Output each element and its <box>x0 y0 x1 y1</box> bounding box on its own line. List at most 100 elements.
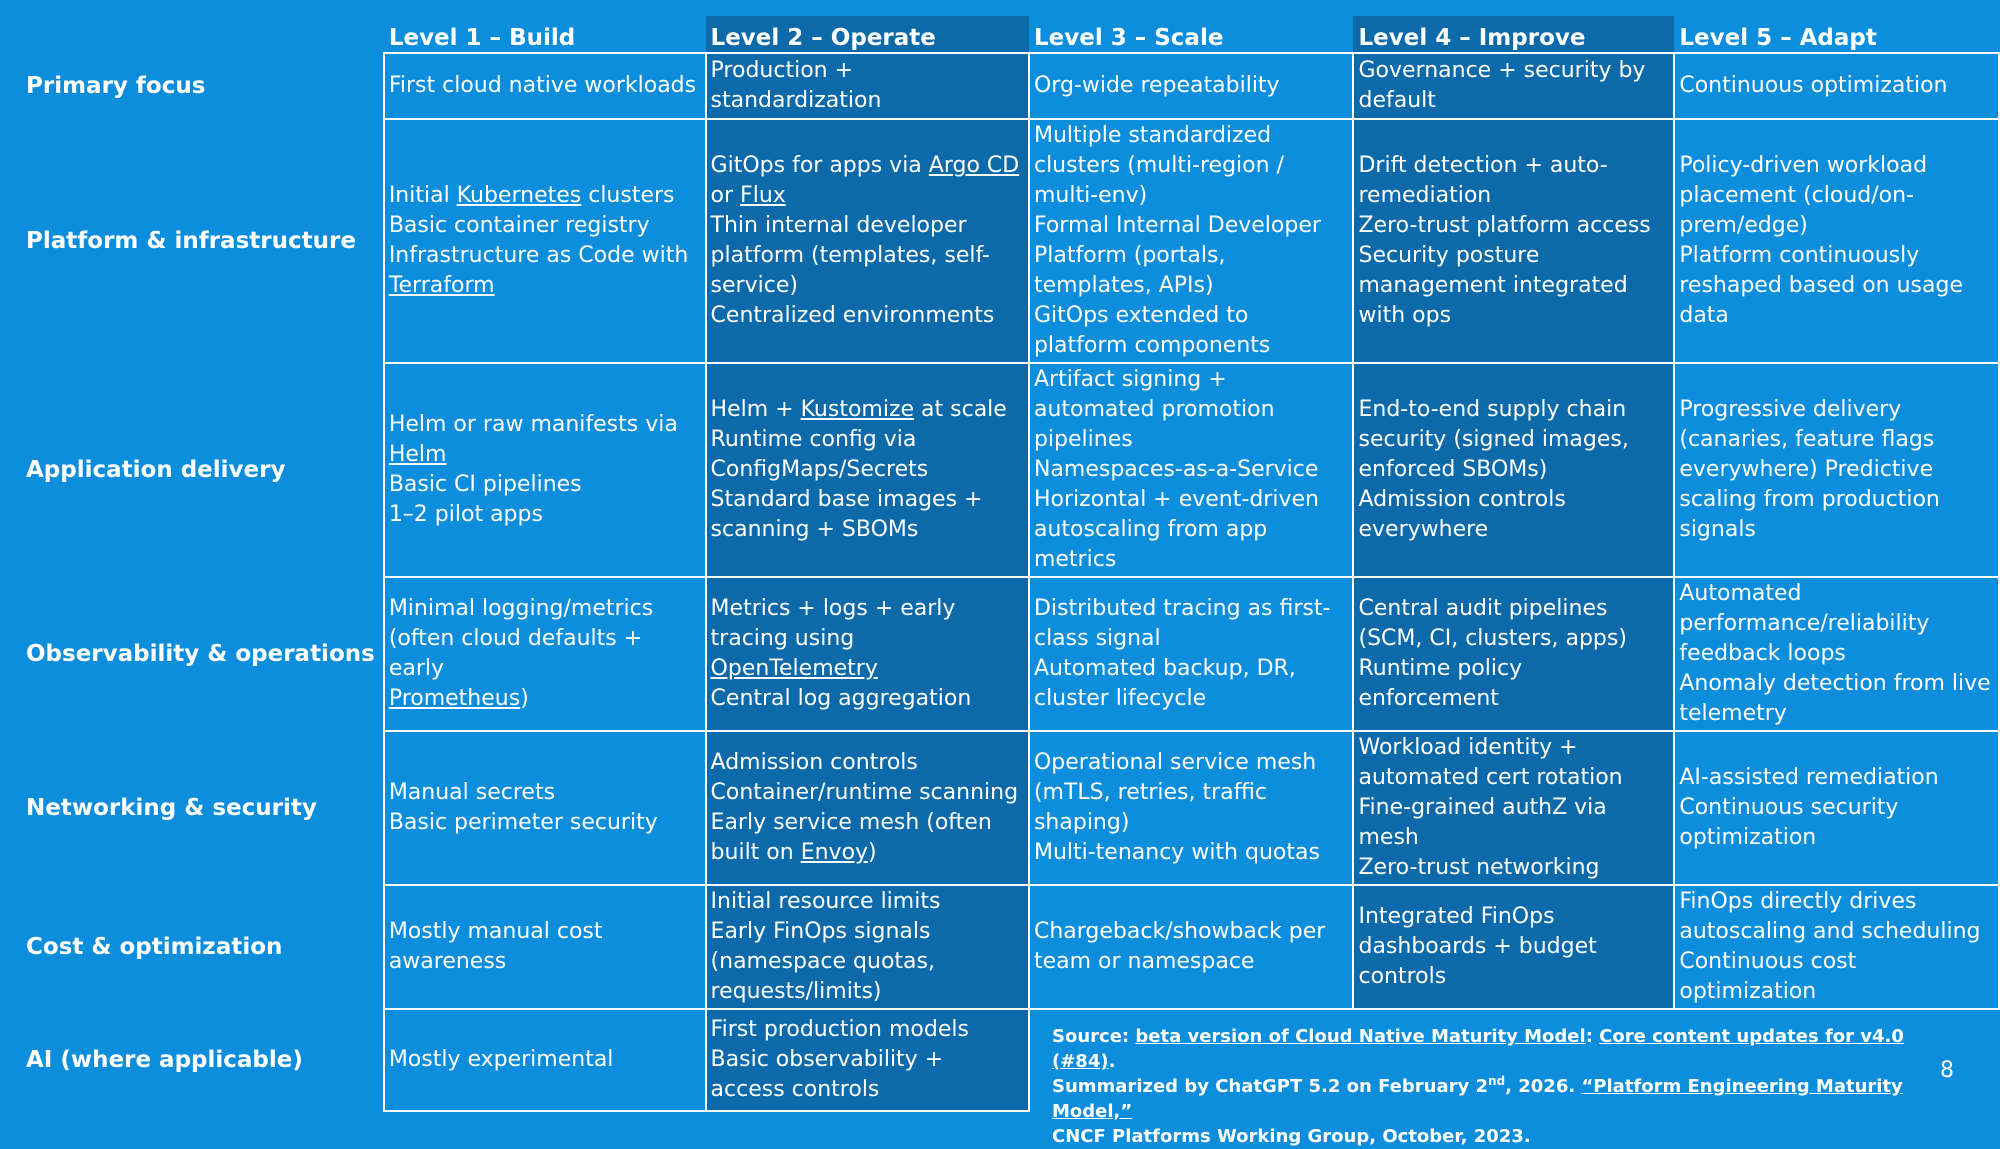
text: GitOps for apps via <box>710 153 929 178</box>
cell-line: Multiple standardized clusters (multi-re… <box>1033 123 1284 208</box>
cell-line: Initial Kubernetes clusters <box>389 181 700 211</box>
slide: Level 1 – Build Level 2 – Operate Level … <box>18 16 2000 1147</box>
footer-line-2: Summarized by ChatGPT 5.2 on February 2n… <box>1052 1074 1912 1124</box>
cell-line: Horizontal + event-driven autoscaling fr… <box>1033 487 1319 572</box>
cell-cost-level-4: Integrated FinOps dashboards + budget co… <box>1352 884 1676 1010</box>
text: Helm + <box>710 397 801 422</box>
cell-observability-level-1: Minimal logging/metrics (often cloud def… <box>382 576 707 732</box>
text: at scale <box>914 397 1007 422</box>
cell-line: Prometheus) <box>389 684 700 714</box>
cell-line: Mostly experimental <box>388 1047 614 1072</box>
cell-line: Operational service mesh (mTLS, retries,… <box>1033 750 1317 835</box>
kubernetes-link[interactable]: Kubernetes <box>456 183 582 208</box>
cell-line: Runtime config via ConfigMaps/Secrets <box>710 427 929 482</box>
cell-line: Drift detection + auto-remediation <box>1358 153 1608 208</box>
cell-line: Helm <box>389 440 700 470</box>
cell-observability-level-2: Metrics + logs + early tracing using Ope… <box>704 576 1030 732</box>
cell-line: Early service mesh (often built on Envoy… <box>711 808 1023 868</box>
cell-line: Security posture management integrated w… <box>1358 243 1628 328</box>
cell-line: Namespaces-as-a-Service <box>1033 457 1319 482</box>
row-label-application-delivery: Application delivery <box>26 457 286 483</box>
cell-platform-level-5: Policy-driven workload placement (cloud/… <box>1673 118 2000 364</box>
row-application-delivery: Application delivery Helm or raw manifes… <box>18 362 2000 578</box>
level-3-header: Level 3 – Scale <box>1028 16 1354 53</box>
source-footer: Source: beta version of Cloud Native Mat… <box>1052 1024 1912 1149</box>
cell-primary-level-2: Production + standardization <box>704 52 1030 120</box>
argo-cd-link[interactable]: Argo CD <box>928 153 1020 178</box>
maturity-model-link[interactable]: beta version of Cloud Native Maturity Mo… <box>1135 1026 1586 1047</box>
cell-appdelivery-level-1: Helm or raw manifests via Helm Basic CI … <box>382 362 707 578</box>
row-label-ai: AI (where applicable) <box>26 1047 303 1073</box>
cell-line: Multi-tenancy with quotas <box>1033 840 1320 865</box>
cell-appdelivery-level-2: Helm + Kustomize at scale Runtime config… <box>704 362 1030 578</box>
cell-text: Org-wide repeatability <box>1033 73 1280 98</box>
opentelemetry-link[interactable]: OpenTelemetry <box>710 656 878 681</box>
maturity-model-table: Level 1 – Build Level 2 – Operate Level … <box>18 16 2000 1112</box>
row-label-observability-operations: Observability & operations <box>26 641 375 667</box>
prometheus-link[interactable]: Prometheus <box>388 686 521 711</box>
platform-engineering-link[interactable]: “Platform Engineering Maturity Model,” <box>1052 1076 1903 1122</box>
cell-cost-level-5: FinOps directly drives autoscaling and s… <box>1673 884 2000 1010</box>
cell-line: Admission controls everywhere <box>1358 487 1566 542</box>
cell-observability-level-4: Central audit pipelines (SCM, CI, cluste… <box>1352 576 1676 732</box>
kustomize-link[interactable]: Kustomize <box>800 397 915 422</box>
core-content-updates-link[interactable]: Core content updates for v4.0 (#84) <box>1052 1026 1904 1072</box>
text: ) <box>520 686 529 711</box>
cell-primary-level-5: Continuous optimization <box>1673 52 2000 120</box>
row-label-platform-infrastructure: Platform & infrastructure <box>26 228 356 254</box>
row-primary-focus: Primary focus First cloud native workloa… <box>18 52 2000 120</box>
cell-line: Central audit pipelines (SCM, CI, cluste… <box>1358 596 1627 651</box>
cell-line: Infrastructure as Code with <box>388 243 689 268</box>
row-cost-optimization: Cost & optimization Mostly manual cost a… <box>18 884 2000 1010</box>
cell-line: Manual secrets <box>388 780 556 805</box>
cell-platform-level-3: Multiple standardized clusters (multi-re… <box>1027 118 1355 364</box>
cell-networking-level-5: AI-assisted remediation Continuous secur… <box>1673 730 2000 886</box>
cell-line: Basic container registry <box>388 213 650 238</box>
header-row: Level 1 – Build Level 2 – Operate Level … <box>18 16 1999 53</box>
cell-line: First production models <box>710 1017 969 1042</box>
cell-line: Basic observability + access controls <box>710 1047 944 1102</box>
cell-line: Formal Internal Developer Platform (port… <box>1033 213 1321 298</box>
cell-platform-level-2: GitOps for apps via Argo CD or Flux Thin… <box>704 118 1030 364</box>
cell-appdelivery-level-3: Artifact signing + automated promotion p… <box>1027 362 1355 578</box>
cell-cost-level-2: Initial resource limits Early FinOps sig… <box>704 884 1030 1010</box>
cell-networking-level-1: Manual secrets Basic perimeter security <box>382 730 707 886</box>
cell-line: Early FinOps signals (namespace quotas, … <box>710 919 935 1004</box>
text: : <box>1585 1026 1600 1047</box>
cell-line: Minimal logging/metrics (often cloud def… <box>388 596 654 681</box>
header-corner <box>18 16 384 53</box>
cell-ai-level-1: Mostly experimental <box>382 1008 707 1112</box>
cell-line: Fine-grained authZ via mesh <box>1358 795 1607 850</box>
cell-line: 1–2 pilot apps <box>388 502 543 527</box>
cell-appdelivery-level-5: Progressive delivery (canaries, feature … <box>1673 362 2000 578</box>
cell-text: Continuous optimization <box>1679 73 1948 98</box>
cell-line: Continuous cost optimization <box>1679 949 1857 1004</box>
level-1-header: Level 1 – Build <box>383 16 706 53</box>
cell-platform-level-1: Initial Kubernetes clusters Basic contai… <box>382 118 707 364</box>
cell-line: Centralized environments <box>710 303 995 328</box>
row-observability-operations: Observability & operations Minimal loggi… <box>18 576 2000 732</box>
terraform-link[interactable]: Terraform <box>388 273 495 298</box>
cell-text: Production + standardization <box>710 58 882 113</box>
envoy-link[interactable]: Envoy <box>800 840 869 865</box>
cell-text: First cloud native workloads <box>388 73 697 98</box>
cell-line: End-to-end supply chain security (signed… <box>1358 397 1629 482</box>
cell-line: Platform continuously reshaped based on … <box>1679 243 1963 328</box>
cell-line: Automated backup, DR, cluster lifecycle <box>1033 656 1296 711</box>
flux-link[interactable]: Flux <box>740 183 786 208</box>
helm-link[interactable]: Helm <box>388 442 447 467</box>
cell-cost-level-1: Mostly manual cost awareness <box>382 884 707 1010</box>
cell-line: Initial resource limits <box>710 889 941 914</box>
cell-line: AI-assisted remediation <box>1679 765 1939 790</box>
text: Summarized by ChatGPT 5.2 on February 2 <box>1052 1076 1488 1097</box>
cell-line: Integrated FinOps dashboards + budget co… <box>1358 904 1597 989</box>
row-ai: AI (where applicable) Mostly experimenta… <box>18 1008 1999 1112</box>
level-4-header: Level 4 – Improve <box>1353 16 1675 53</box>
text: Early service mesh (often built on <box>710 810 992 865</box>
cell-primary-level-4: Governance + security by default <box>1352 52 1676 120</box>
cell-observability-level-3: Distributed tracing as first-class signa… <box>1027 576 1355 732</box>
cell-platform-level-4: Drift detection + auto-remediation Zero-… <box>1352 118 1676 364</box>
cell-primary-level-1: First cloud native workloads <box>382 52 707 120</box>
cell-line: FinOps directly drives autoscaling and s… <box>1679 889 1981 944</box>
cell-line: Zero-trust platform access <box>1358 213 1651 238</box>
